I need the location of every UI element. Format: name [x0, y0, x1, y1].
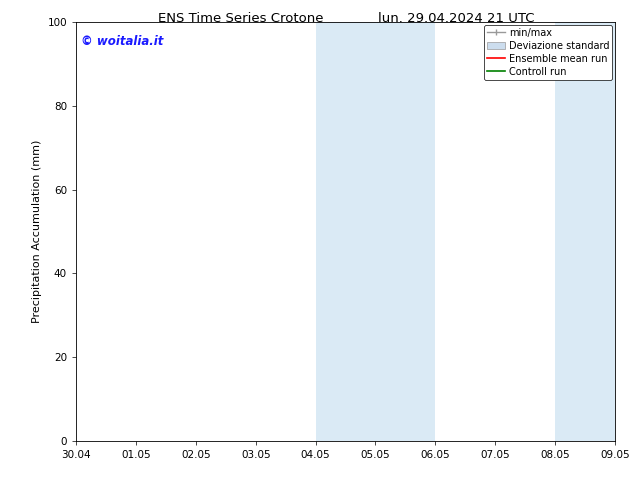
Y-axis label: Precipitation Accumulation (mm): Precipitation Accumulation (mm) [32, 140, 42, 323]
Text: lun. 29.04.2024 21 UTC: lun. 29.04.2024 21 UTC [378, 12, 534, 25]
Bar [555, 22, 615, 441]
Legend: min/max, Deviazione standard, Ensemble mean run, Controll run: min/max, Deviazione standard, Ensemble m… [484, 25, 612, 79]
Text: © woitalia.it: © woitalia.it [81, 35, 164, 48]
Text: ENS Time Series Crotone: ENS Time Series Crotone [158, 12, 324, 25]
Bar [316, 22, 436, 441]
